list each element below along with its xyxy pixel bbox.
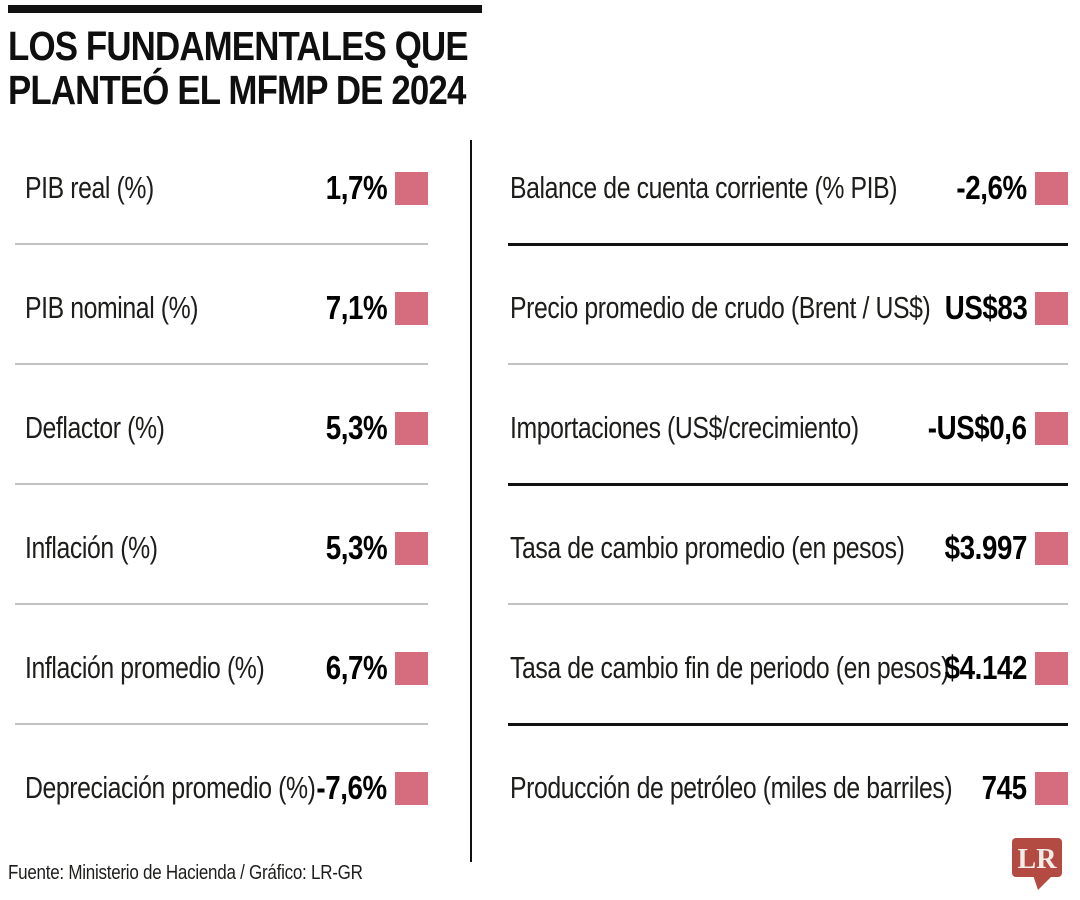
value-swatch <box>395 771 428 805</box>
indicator-label: PIB nominal (%) <box>25 290 199 325</box>
indicator-valwrap: 5,3% <box>314 529 428 567</box>
indicator-row: Inflación (%) 5,3% <box>25 518 428 578</box>
indicator-row: Tasa de cambio promedio (en pesos) $3.99… <box>510 518 1068 578</box>
lr-logo: LR <box>1012 838 1062 890</box>
indicator-value: US$83 <box>944 289 1027 326</box>
indicator-value: 7,1% <box>325 289 387 326</box>
indicator-label: Precio promedio de crudo (Brent / US$) <box>510 290 931 325</box>
indicator-valwrap: 7,1% <box>314 289 428 327</box>
indicator-label: Tasa de cambio promedio (en pesos) <box>510 530 905 565</box>
indicator-value: 6,7% <box>325 649 387 686</box>
indicator-valwrap: 5,3% <box>314 409 428 447</box>
indicator-row: Importaciones (US$/crecimiento) -US$0,6 <box>510 398 1068 458</box>
indicator-value: $3.997 <box>944 529 1028 566</box>
row-divider <box>508 363 1068 365</box>
row-divider <box>508 483 1068 486</box>
page-title-line2: PLANTEÓ EL MFMP DE 2024 <box>8 67 466 113</box>
indicator-row: Precio promedio de crudo (Brent / US$) U… <box>510 278 1068 338</box>
lr-logo-text: LR <box>1018 844 1058 875</box>
indicator-label: Importaciones (US$/crecimiento) <box>510 410 859 445</box>
row-divider <box>508 603 1068 605</box>
value-swatch <box>1035 531 1068 565</box>
row-divider <box>508 723 1068 726</box>
indicator-valwrap: 1,7% <box>314 169 428 207</box>
value-swatch <box>395 651 428 685</box>
value-swatch <box>395 171 428 205</box>
value-swatch <box>395 531 428 565</box>
indicator-value: 1,7% <box>325 169 387 206</box>
page-title: LOS FUNDAMENTALES QUE PLANTEÓ EL MFMP DE… <box>8 23 469 113</box>
top-rule <box>8 5 482 13</box>
indicator-label: Balance de cuenta corriente (% PIB) <box>510 170 898 205</box>
indicator-valwrap: 6,7% <box>314 649 428 687</box>
indicator-value: -7,6% <box>316 769 388 806</box>
lr-logo-bubble <box>1012 838 1062 877</box>
value-swatch <box>1035 771 1068 805</box>
indicator-row: PIB real (%) 1,7% <box>25 158 428 218</box>
value-swatch <box>1035 651 1068 685</box>
row-divider <box>508 243 1068 246</box>
indicator-label: Depreciación promedio (%) <box>25 770 316 805</box>
indicator-row: Producción de petróleo (miles de barrile… <box>510 758 1068 818</box>
row-divider <box>15 723 428 725</box>
indicator-label: Tasa de cambio fin de periodo (en pesos) <box>510 650 949 685</box>
indicator-row: Deflactor (%) 5,3% <box>25 398 428 458</box>
indicator-valwrap: $3.997 <box>929 529 1068 567</box>
indicator-value: 5,3% <box>325 529 387 566</box>
indicator-label: Producción de petróleo (miles de barrile… <box>510 770 953 805</box>
row-divider <box>15 363 428 365</box>
indicator-label: Inflación promedio (%) <box>25 650 265 685</box>
value-swatch <box>1035 411 1068 445</box>
value-swatch <box>395 291 428 325</box>
indicator-valwrap: -US$0,6 <box>909 409 1068 447</box>
page-title-line1: LOS FUNDAMENTALES QUE <box>8 23 469 69</box>
indicator-label: Inflación (%) <box>25 530 158 565</box>
indicator-value: 5,3% <box>325 409 387 446</box>
indicator-valwrap: 745 <box>973 769 1068 807</box>
indicator-value: 745 <box>982 769 1027 806</box>
row-divider <box>15 483 428 485</box>
source-credit: Fuente: Ministerio de Hacienda / Gráfico… <box>8 862 363 884</box>
value-swatch <box>1035 171 1068 205</box>
indicator-row: Inflación promedio (%) 6,7% <box>25 638 428 698</box>
indicator-valwrap: $4.142 <box>929 649 1068 687</box>
value-swatch <box>1035 291 1068 325</box>
indicator-value: $4.142 <box>944 649 1028 686</box>
indicator-label: Deflactor (%) <box>25 410 165 445</box>
indicator-label: PIB real (%) <box>25 170 154 205</box>
lr-logo-tail <box>1033 875 1053 890</box>
value-swatch <box>395 411 428 445</box>
indicator-valwrap: US$83 <box>929 289 1068 327</box>
row-divider <box>15 243 428 245</box>
indicator-value: -2,6% <box>956 169 1028 206</box>
indicator-row: Balance de cuenta corriente (% PIB) -2,6… <box>510 158 1068 218</box>
indicator-value: -US$0,6 <box>928 409 1027 446</box>
indicator-valwrap: -2,6% <box>943 169 1068 207</box>
indicator-row: PIB nominal (%) 7,1% <box>25 278 428 338</box>
row-divider <box>15 603 428 605</box>
indicator-row: Depreciación promedio (%) -7,6% <box>25 758 428 818</box>
indicator-row: Tasa de cambio fin de periodo (en pesos)… <box>510 638 1068 698</box>
indicator-valwrap: -7,6% <box>303 769 428 807</box>
column-divider <box>470 140 472 862</box>
